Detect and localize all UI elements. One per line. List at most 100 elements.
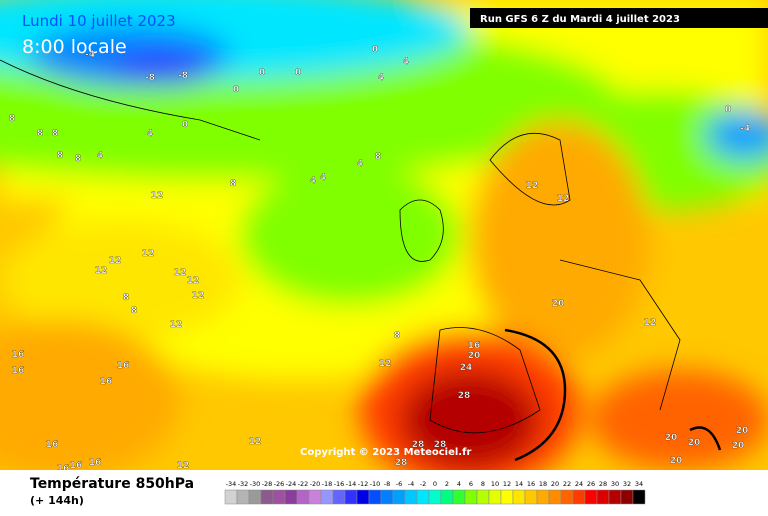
scale-swatch (416, 489, 430, 505)
contour-label: 8 (37, 129, 43, 139)
contour-label: 12 (192, 291, 205, 301)
contour-label: 8 (394, 331, 400, 341)
scale-label: 0 (433, 480, 437, 488)
scale-swatch (344, 489, 358, 505)
contour-label: 12 (95, 266, 108, 276)
contour-label: 8 (230, 179, 236, 189)
scale-swatch (500, 489, 514, 505)
scale-label: -10 (370, 480, 381, 488)
contour-label: 8 (131, 306, 137, 316)
scale-label: 24 (575, 480, 583, 488)
contour-label: 28 (434, 440, 447, 450)
contour-label: 4 (403, 57, 409, 67)
scale-swatch (476, 489, 490, 505)
contour-label: 12 (187, 276, 200, 286)
contour-label: -8 (145, 73, 155, 83)
contour-label: 16 (12, 366, 25, 376)
scale-label: 26 (587, 480, 595, 488)
contour-label: 12 (177, 461, 190, 471)
contour-label: 28 (395, 458, 408, 468)
scale-label: 8 (481, 480, 485, 488)
scale-swatch (404, 489, 418, 505)
scale-label: -26 (274, 480, 285, 488)
date-label: Lundi 10 juillet 2023 (22, 12, 176, 30)
scale-label: -30 (250, 480, 261, 488)
contour-label: 12 (174, 268, 187, 278)
contour-label: 16 (468, 341, 481, 351)
contour-label: -4 (85, 50, 95, 60)
scale-swatch (392, 489, 406, 505)
contour-label: 0 (233, 85, 239, 95)
scale-swatch (560, 489, 574, 505)
contour-label: 12 (249, 437, 262, 447)
contour-label: 16 (89, 458, 102, 468)
scale-label: -32 (238, 480, 249, 488)
copyright: Copyright © 2023 Meteociel.fr (300, 447, 471, 458)
scale-label: 30 (611, 480, 619, 488)
scale-label: 14 (515, 480, 523, 488)
scale-label: -28 (262, 480, 273, 488)
contour-label: -4 (740, 124, 750, 134)
scale-swatch (368, 489, 382, 505)
scale-swatch (260, 489, 274, 505)
run-banner (470, 8, 768, 28)
scale-swatch (272, 489, 286, 505)
scale-swatch (572, 489, 586, 505)
contour-label: 16 (117, 361, 130, 371)
scale-swatch (248, 489, 262, 505)
contour-label: 8 (375, 152, 381, 162)
contour-label: 20 (552, 299, 565, 309)
contour-label: 12 (170, 320, 183, 330)
contour-label: 16 (100, 377, 113, 387)
contour-label: 8 (123, 293, 129, 303)
time-label: 8:00 locale (22, 36, 127, 58)
contour-label: 24 (460, 363, 473, 373)
scale-swatch (380, 489, 394, 505)
scale-swatch (320, 489, 334, 505)
scale-swatch (308, 489, 322, 505)
scale-swatch (464, 489, 478, 505)
contour-label: 4 (310, 176, 316, 186)
scale-label: 34 (635, 480, 643, 488)
contour-label: 8 (75, 154, 81, 164)
contour-label: 0 (725, 105, 731, 115)
scale-label: -16 (334, 480, 345, 488)
scale-swatch (284, 489, 298, 505)
contour-label: 4 (378, 73, 384, 83)
scale-label: 20 (551, 480, 559, 488)
scale-swatch (596, 489, 610, 505)
scale-label: -34 (226, 480, 237, 488)
scale-swatch (536, 489, 550, 505)
scale-swatch (224, 489, 238, 505)
color-scale: -34 -32 -30 -28 -26 -24 -22 -20 -18 -16 -14 -12 -10-… (224, 480, 646, 505)
contour-label: -8 (178, 71, 188, 81)
scale-swatch (584, 489, 598, 505)
scale-swatch (632, 489, 646, 505)
contour-label: 4 (147, 129, 153, 139)
contour-label: 20 (665, 433, 678, 443)
contour-label: 4 (320, 173, 326, 183)
contour-label: 12 (526, 181, 539, 191)
scale-label: 10 (491, 480, 499, 488)
scale-swatch (620, 489, 634, 505)
contour-label: 8 (57, 151, 63, 161)
contour-label: 12 (379, 359, 392, 369)
scale-label: 28 (599, 480, 607, 488)
scale-swatch (356, 489, 370, 505)
contour-label: 8 (52, 129, 58, 139)
scale-label: -4 (408, 480, 414, 488)
contour-label: 0 (259, 68, 265, 78)
scale-swatch (608, 489, 622, 505)
scale-label: 6 (469, 480, 473, 488)
contour-label: 12 (109, 256, 122, 266)
contour-label: 4 (357, 159, 363, 169)
scale-label: 2 (445, 480, 449, 488)
contour-label: 16 (57, 464, 70, 474)
temperature-field (0, 0, 768, 490)
contour-label: 12 (151, 191, 164, 201)
scale-label: -12 (358, 480, 369, 488)
run-info: Run GFS 6 Z du Mardi 4 juillet 2023 (480, 14, 680, 25)
scale-label: -24 (286, 480, 297, 488)
